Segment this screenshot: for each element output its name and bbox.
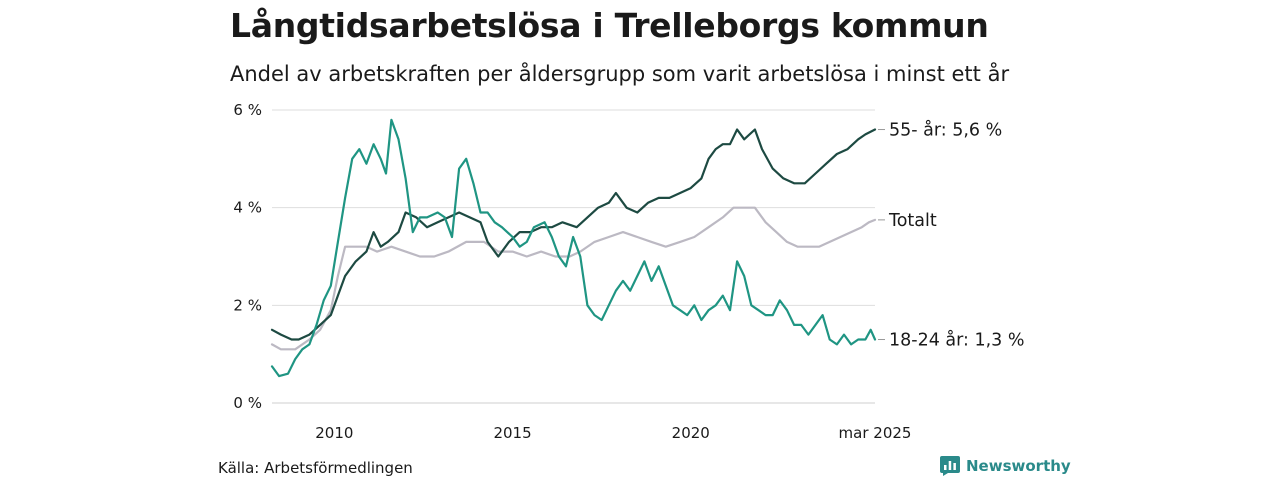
series-end-label: 55- år: 5,6 %	[889, 120, 1002, 141]
series-line-1	[270, 128, 877, 341]
series-line-2	[270, 118, 877, 378]
newsworthy-logo-icon	[940, 456, 960, 476]
series-end-label: Totalt	[888, 211, 937, 231]
x-tick-label: 2015	[493, 424, 531, 442]
series-end-label: 18-24 år: 1,3 %	[889, 330, 1025, 351]
y-tick-label: 0 %	[233, 394, 262, 412]
y-tick-label: 6 %	[233, 101, 262, 119]
x-tick-label: 2020	[672, 424, 710, 442]
newsworthy-brand-name: Newsworthy	[966, 457, 1071, 475]
series-lines	[270, 118, 877, 378]
x-tick-label: mar 2025	[839, 424, 912, 442]
series-end-labels: Totalt 55- år: 5,6 % 18-24 år: 1,3 %	[878, 120, 1025, 351]
gridlines	[272, 109, 875, 404]
chart-title: Långtidsarbetslösa i Trelleborgs kommun	[230, 6, 989, 45]
y-tick-label: 2 %	[233, 296, 262, 314]
y-tick-label: 4 %	[233, 199, 262, 217]
chart-subtitle: Andel av arbetskraften per åldersgrupp s…	[230, 62, 1010, 86]
newsworthy-brand[interactable]: Newsworthy	[940, 456, 1071, 476]
y-axis-ticks: 0 % 2 % 4 % 6 %	[233, 101, 262, 412]
series-line-0	[270, 206, 877, 351]
source-note: Källa: Arbetsförmedlingen	[218, 459, 413, 477]
x-tick-label: 2010	[315, 424, 353, 442]
x-axis-ticks: 2010 2015 2020 mar 2025	[315, 424, 911, 442]
